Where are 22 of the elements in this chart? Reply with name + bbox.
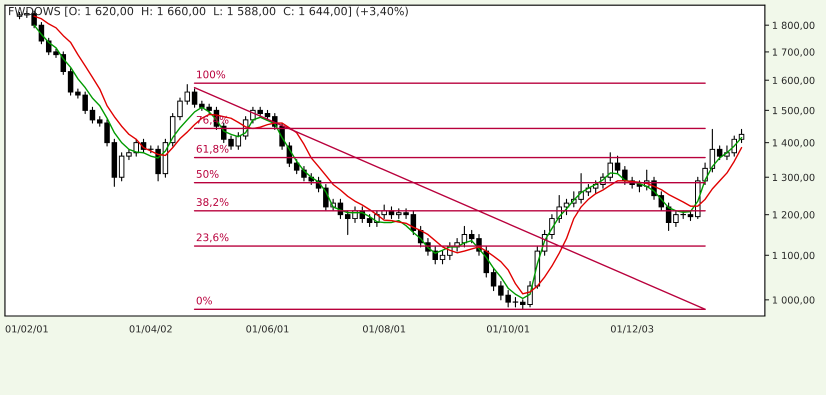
x-tick-label: 01/10/01 [486,325,530,334]
series-label: 23,6% [196,233,228,242]
y-tick-label: 1 500,00 [772,106,814,116]
y-tick-label: 1 300,00 [772,174,814,182]
series-label: 50% [196,170,219,178]
y-tick-label: 1 000,00 [772,296,814,305]
chart-title: FWDOWS [O: 1 620,00 H: 1 660,00 L: 1 588,00 C: 1 644,00] (+3,40%) [9,6,408,17]
x-tick-label: 01/06/01 [246,325,288,334]
series-label: 0% [196,296,212,304]
y-tick-label: 1 600,00 [772,76,814,86]
x-tick-label: 01/12/03 [610,325,654,334]
y-tick-label: 1 800,00 [772,22,814,30]
x-tick-label: 01/02/01 [6,325,48,334]
series-label: 100% [197,70,226,78]
y-tick-label: 1 400,00 [772,139,814,148]
series-label: 61,8% [196,144,228,154]
y-tick-label: 1 200,00 [772,211,814,220]
y-tick-label: 1 100,00 [772,252,814,260]
x-tick-label: 01/08/01 [362,325,406,334]
x-tick-label: 01/04/02 [130,325,172,334]
y-tick-label: 1 700,00 [772,48,814,57]
series-label: 38,2% [196,198,228,208]
